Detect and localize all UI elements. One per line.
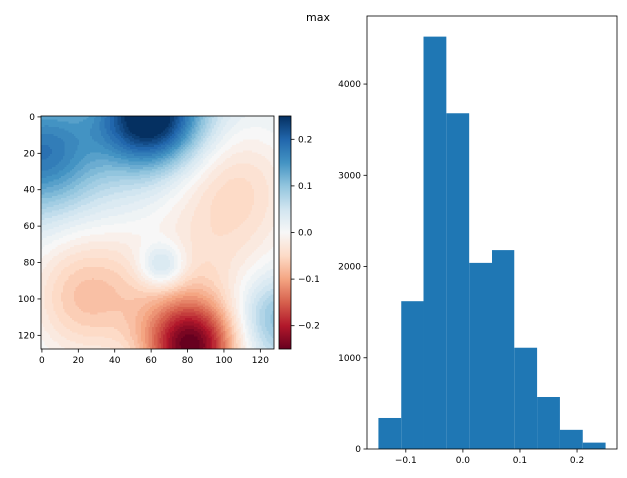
heatmap-y-tick-label: 80 xyxy=(24,259,36,269)
histogram-x-tick-label: 0.2 xyxy=(570,456,584,466)
colorbar-tick-label: −0.1 xyxy=(298,275,320,285)
figure-title: max xyxy=(306,11,330,24)
heatmap-y-tick-label: 100 xyxy=(18,295,35,305)
histogram-bar xyxy=(378,417,402,449)
heatmap-y-tick-label: 120 xyxy=(18,331,35,341)
histogram-y-axis: 0 1000 2000 3000 4000 xyxy=(338,80,367,455)
histogram-bar xyxy=(559,429,583,449)
histogram-bar xyxy=(582,442,606,449)
histogram-y-tick-label: 3000 xyxy=(338,171,361,181)
histogram-x-tick-label: 0.1 xyxy=(513,456,527,466)
histogram-bar xyxy=(514,347,538,449)
colorbar: 0.2 0.1 0.0 −0.1 −0.2 xyxy=(278,115,320,350)
heatmap-x-tick-label: 120 xyxy=(252,356,269,366)
heatmap-image xyxy=(41,116,274,349)
colorbar-tick-label: 0.1 xyxy=(298,182,312,192)
heatmap-y-axis: 0 20 40 60 80 100 120 xyxy=(18,113,41,341)
histogram-bars xyxy=(378,36,606,449)
heatmap-x-tick-label: 0 xyxy=(39,356,45,366)
heatmap-y-tick-label: 40 xyxy=(24,186,36,196)
histogram-bar xyxy=(492,250,515,449)
histogram-bar xyxy=(401,301,424,449)
heatmap-x-axis: 0 20 40 60 80 100 120 xyxy=(39,349,269,366)
histogram-y-tick-label: 2000 xyxy=(338,263,361,273)
heatmap-image-container xyxy=(41,116,274,349)
histogram-bar xyxy=(469,262,492,449)
heatmap-panel: 0 20 40 60 80 100 120 0 20 40 60 80 100 120 xyxy=(18,113,275,366)
heatmap-y-tick-label: 60 xyxy=(24,222,36,232)
histogram-panel: −0.1 0.0 0.1 0.2 0 1000 2000 3000 4000 xyxy=(338,15,618,466)
histogram-x-tick-label: 0.0 xyxy=(456,456,471,466)
histogram-y-tick-label: 4000 xyxy=(338,80,361,90)
colorbar-axis: 0.2 0.1 0.0 −0.1 −0.2 xyxy=(291,135,320,332)
histogram-frame xyxy=(366,15,618,450)
histogram-y-tick-label: 0 xyxy=(355,445,361,455)
histogram-x-tick-label: −0.1 xyxy=(395,456,417,466)
colorbar-tick-label: 0.2 xyxy=(298,135,312,145)
heatmap-y-tick-label: 20 xyxy=(24,149,36,159)
colorbar-gradient xyxy=(278,115,292,350)
heatmap-x-tick-label: 80 xyxy=(182,356,194,366)
heatmap-frame xyxy=(40,115,275,350)
colorbar-tick-label: −0.2 xyxy=(298,322,320,332)
histogram-y-tick-label: 1000 xyxy=(338,354,361,364)
histogram-x-axis: −0.1 0.0 0.1 0.2 xyxy=(395,449,584,466)
heatmap-x-tick-label: 100 xyxy=(215,356,232,366)
heatmap-x-tick-label: 60 xyxy=(145,356,157,366)
heatmap-x-tick-label: 40 xyxy=(109,356,121,366)
heatmap-x-tick-label: 20 xyxy=(73,356,85,366)
histogram-bar xyxy=(446,113,470,449)
histogram-bar xyxy=(537,396,560,449)
histogram-bar xyxy=(423,36,447,449)
colorbar-tick-label: 0.0 xyxy=(298,229,313,239)
heatmap-y-tick-label: 0 xyxy=(29,113,35,123)
